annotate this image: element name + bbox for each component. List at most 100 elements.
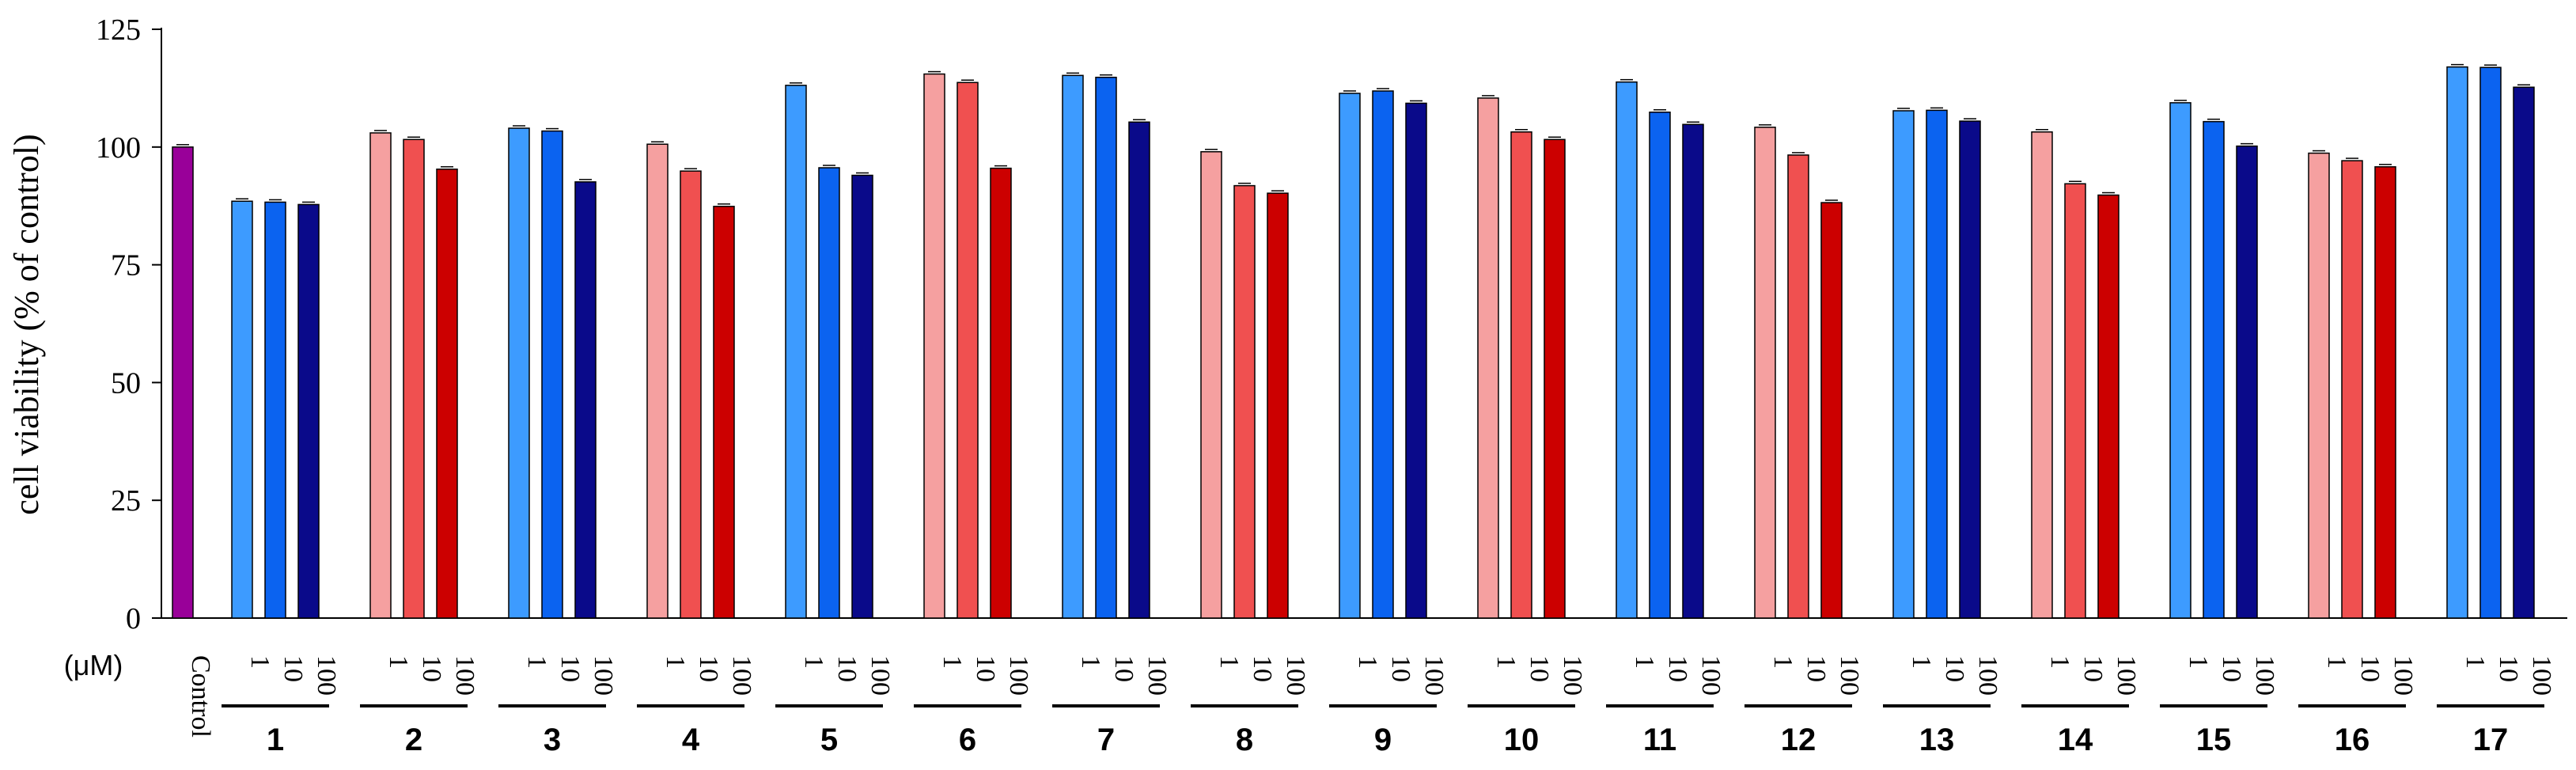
bar-group-11-1 [1616, 81, 1638, 619]
bar-group-7-1 [1062, 74, 1084, 619]
x-label-conc: 10 [417, 655, 446, 682]
bar-group-14-10 [2064, 183, 2086, 619]
bar-group-6-10 [957, 82, 979, 619]
x-label-conc: 100 [1004, 655, 1033, 696]
bar-group-16-10 [2341, 160, 2363, 619]
bar-group-5-100 [851, 174, 873, 619]
x-label-conc: 1 [522, 655, 551, 669]
x-label-conc: 1 [384, 655, 413, 669]
x-label-conc: 10 [2078, 655, 2108, 682]
x-label-conc: 1 [1768, 655, 1798, 669]
x-tick-labels: Control 1 10 100 1 10 100 1 10 100 1 10 100 1 10 100 1 10… [186, 655, 2556, 738]
x-label-conc: 100 [1142, 655, 1172, 696]
bar-group-14-1 [2031, 131, 2053, 619]
group-label: 10 [1504, 723, 1540, 757]
bar-group-10-100 [1544, 138, 1566, 619]
bar-group-5-10 [818, 167, 840, 619]
bar-group-6-100 [990, 167, 1012, 619]
y-tick-label: 75 [111, 249, 141, 283]
group-label: 7 [1097, 723, 1115, 757]
x-label-conc: 1 [1491, 655, 1521, 669]
x-label-conc: 100 [1281, 655, 1310, 696]
x-label-conc: 1 [2045, 655, 2074, 669]
x-label-conc: 10 [278, 655, 308, 682]
x-label-conc: 10 [1663, 655, 1692, 682]
group-label: 3 [544, 723, 561, 757]
bar-group-7-100 [1128, 121, 1150, 619]
x-label-conc: 1 [1630, 655, 1659, 669]
bar-group-3-1 [508, 127, 530, 619]
x-label-conc: 10 [1109, 655, 1138, 682]
bar-group-12-1 [1754, 127, 1776, 619]
bar-group-1-10 [264, 201, 286, 619]
x-label-conc: 100 [2527, 655, 2556, 696]
x-label-conc: 100 [2250, 655, 2279, 696]
group-label: 2 [405, 723, 422, 757]
bar-group-11-10 [1649, 112, 1671, 619]
bar-group-15-1 [2169, 102, 2191, 619]
x-label-conc: 100 [589, 655, 618, 696]
x-label-conc: 10 [2494, 655, 2523, 682]
x-label-conc: 1 [661, 655, 690, 669]
bar-group-11-100 [1682, 123, 1704, 619]
x-label-conc: 10 [1248, 655, 1277, 682]
bar-group-17-10 [2479, 66, 2502, 619]
x-label-conc: 10 [1801, 655, 1831, 682]
bar-group-17-100 [2513, 86, 2535, 619]
bar-group-9-10 [1372, 90, 1394, 619]
x-label-conc: 10 [832, 655, 862, 682]
x-label-conc: 100 [1696, 655, 1726, 696]
bar-group-15-100 [2236, 145, 2258, 619]
y-tick-label: 125 [96, 13, 141, 47]
x-label-conc: 1 [938, 655, 967, 669]
group-label: 14 [2058, 723, 2093, 757]
bar-group-3-10 [541, 130, 563, 619]
group-label: 12 [1781, 723, 1816, 757]
x-label-conc: 100 [866, 655, 895, 696]
x-label-conc: 100 [727, 655, 756, 696]
bar-group-10-10 [1510, 131, 1532, 619]
bar-group-3-100 [574, 181, 597, 619]
x-label-conc: 1 [799, 655, 828, 669]
x-label-conc: 10 [1386, 655, 1415, 682]
bar-group-8-10 [1233, 184, 1256, 619]
x-label-conc: 1 [2184, 655, 2213, 669]
x-label-conc: 1 [1353, 655, 1382, 669]
x-label-conc: 1 [1907, 655, 1936, 669]
bar-group-17-1 [2446, 66, 2468, 619]
x-label-conc: 10 [555, 655, 585, 682]
bar-group-13-1 [1892, 110, 1915, 619]
bar-group-2-10 [403, 138, 425, 619]
bar-group-9-100 [1405, 102, 1427, 619]
bar-group-10-1 [1477, 97, 1499, 619]
bar-group-15-10 [2203, 120, 2225, 619]
x-label-conc: 100 [450, 655, 479, 696]
bar-group-7-10 [1095, 76, 1117, 619]
group-label: 5 [820, 723, 838, 757]
x-label-conc: 10 [1940, 655, 1969, 682]
x-label-conc: 100 [1558, 655, 1587, 696]
unit-label: (μM) [64, 649, 123, 681]
x-label-conc: 1 [2460, 655, 2490, 669]
bar-group-9-1 [1339, 93, 1361, 619]
bar-group-14-100 [2097, 194, 2120, 619]
bar-group-6-1 [923, 73, 945, 619]
x-label-conc: 100 [312, 655, 341, 696]
group-label: 9 [1374, 723, 1392, 757]
axes: 0 25 50 75 100 125 [96, 13, 2567, 635]
bar-group-13-10 [1926, 109, 1948, 619]
bar-group-16-1 [2308, 152, 2330, 619]
x-label-conc: 10 [2217, 655, 2246, 682]
bar-group-8-1 [1200, 151, 1222, 619]
x-label-conc: 1 [1076, 655, 1105, 669]
x-label-control: Control [186, 655, 215, 738]
x-label-conc: 1 [1214, 655, 1244, 669]
bar-group-1-100 [297, 203, 320, 619]
x-label-conc: 1 [245, 655, 275, 669]
x-label-conc: 10 [971, 655, 1000, 682]
bar-group-1-1 [231, 200, 253, 619]
bar-group-8-100 [1267, 192, 1289, 619]
group-label: 6 [959, 723, 976, 757]
x-label-conc: 100 [1419, 655, 1449, 696]
